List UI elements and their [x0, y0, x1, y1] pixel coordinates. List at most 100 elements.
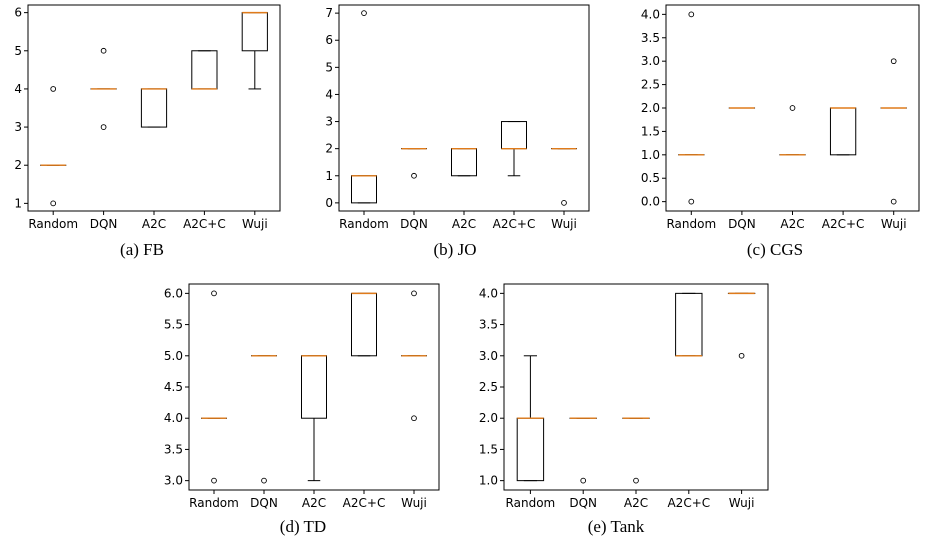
y-tick-label: 1 [14, 196, 22, 210]
box-a2c-c [501, 121, 527, 177]
iqr-box [241, 12, 268, 52]
box-dqn [251, 355, 277, 484]
iqr-box [451, 148, 477, 177]
outlier-point [411, 172, 417, 179]
y-tick-label: 0.0 [641, 195, 660, 209]
box-a2c [301, 355, 327, 482]
y-tick-label: 0 [325, 196, 333, 210]
box-a2c-c [675, 292, 703, 357]
x-tick-label: Wuji [242, 217, 268, 231]
iqr-box [351, 175, 377, 204]
x-tick-label: A2C+C [343, 496, 386, 510]
outlier-point [361, 10, 367, 16]
y-tick-label: 4.0 [641, 7, 660, 21]
x-tick-label: A2C [780, 217, 804, 231]
y-tick-label: 4.5 [164, 380, 183, 394]
panel-td: 3.0 3.5 4.0 4.5 5.0 5.5 6.0 Random DQN A2C A2C+C Wu… [164, 283, 440, 536]
x-tick-label: A2C [452, 217, 476, 231]
iqr-box [301, 355, 327, 419]
box-wuji [727, 292, 756, 359]
x-tick-label: DQN [250, 496, 278, 510]
y-tick-label: 3 [325, 115, 333, 129]
box-a2c [140, 88, 168, 128]
y-tick-label: 6 [14, 6, 22, 20]
y-tick-label: 1 [325, 169, 333, 183]
x-tick-label: Random [339, 217, 389, 231]
outlier-point [411, 415, 417, 422]
panel-caption: (a) FB [120, 240, 164, 259]
box-a2c [451, 147, 477, 177]
y-tick-label: 3.5 [641, 31, 660, 45]
x-tick-label: DQN [90, 217, 118, 231]
outlier-point [789, 105, 796, 111]
x-tick-label: Wuji [551, 217, 577, 231]
iqr-box [675, 292, 703, 357]
box-random [201, 290, 227, 484]
outlier-point [688, 11, 695, 18]
x-tick-label: A2C+C [493, 217, 536, 231]
box-a2c-c [191, 50, 218, 90]
panel-caption: (d) TD [280, 517, 326, 536]
x-tick-label: A2C+C [822, 217, 865, 231]
y-tick-label: 5.0 [164, 349, 183, 363]
outlier-point [50, 200, 57, 207]
x-tick-label: DQN [400, 217, 428, 231]
y-tick-label: 5.5 [164, 318, 183, 332]
x-tick-label: DQN [728, 217, 756, 231]
box-random [516, 355, 545, 482]
box-dqn [90, 47, 117, 130]
outlier-point [211, 477, 217, 484]
box-wuji [401, 290, 427, 422]
outlier-point [688, 198, 695, 205]
y-tick-label: 2.5 [479, 380, 498, 394]
panel-jo: 0 1 2 3 4 5 6 7 Random DQN A2C A2C+C Wuji (b) JO [325, 4, 590, 259]
y-tick-label: 5 [325, 60, 333, 74]
x-tick-label: A2C [302, 496, 326, 510]
y-tick-label: 4.0 [164, 411, 183, 425]
panel-caption: (b) JO [434, 240, 477, 259]
y-tick-label: 3 [14, 120, 22, 134]
panel-fb: 1 2 3 4 5 6 Random DQN A2C A2C+C Wuji (a) FB [14, 4, 281, 259]
y-tick-label: 1.5 [641, 124, 660, 138]
box-wuji [241, 11, 268, 90]
box-dqn [401, 147, 427, 179]
outlier-point [211, 290, 217, 297]
outlier-point [580, 477, 587, 484]
y-tick-label: 1.0 [641, 148, 660, 162]
y-tick-label: 2 [14, 158, 22, 172]
x-tick-label: Wuji [401, 496, 427, 510]
y-tick-label: 3.0 [641, 54, 660, 68]
box-dqn [569, 417, 597, 484]
x-tick-label: DQN [569, 496, 597, 510]
x-tick-label: A2C [142, 217, 166, 231]
y-tick-label: 2.0 [479, 411, 498, 425]
x-tick-label: A2C+C [183, 217, 226, 231]
iqr-box [516, 417, 545, 482]
box-wuji [551, 147, 577, 206]
outlier-point [261, 477, 267, 484]
outlier-point [633, 477, 639, 484]
x-tick-label: A2C+C [667, 496, 710, 510]
x-tick-label: Random [506, 496, 556, 510]
outlier-point [890, 58, 897, 65]
y-tick-label: 4 [325, 87, 333, 101]
box-wuji [880, 58, 907, 205]
x-tick-label: Random [28, 217, 78, 231]
outlier-point [561, 200, 567, 206]
panel-caption: (c) CGS [747, 240, 803, 259]
iqr-box [191, 50, 218, 90]
iqr-box [501, 121, 527, 150]
y-tick-label: 3.5 [479, 318, 498, 332]
y-tick-label: 0.5 [641, 171, 660, 185]
y-tick-label: 7 [325, 6, 333, 20]
y-tick-label: 3.0 [479, 349, 498, 363]
y-tick-label: 3.0 [164, 474, 183, 488]
box-random [40, 86, 67, 207]
x-tick-label: Random [189, 496, 239, 510]
box-a2c [779, 105, 806, 156]
box-a2c-c [829, 107, 857, 156]
box-a2c [622, 417, 650, 484]
y-tick-label: 6.0 [164, 286, 183, 300]
x-tick-label: A2C [624, 496, 648, 510]
